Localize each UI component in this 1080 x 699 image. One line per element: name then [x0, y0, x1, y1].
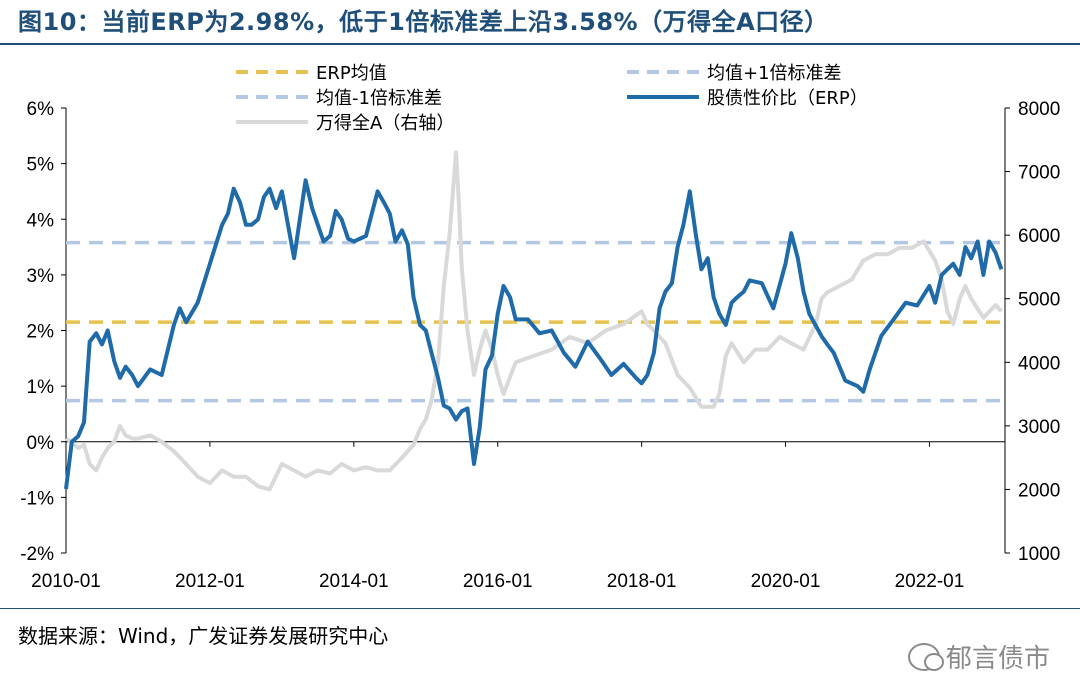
y-left-tick-label: 3% — [27, 266, 55, 287]
chart-title: 图10：当前ERP为2.98%，低于1倍标准差上沿3.58%（万得全A口径） — [18, 8, 829, 36]
erp-chart: -2% -1% 0% 1% 2% 3% 4% 5% 6% 1000 2000 3000 4000 5000… — [20, 63, 1060, 592]
x-tick-label: 2016-01 — [463, 571, 533, 592]
y-left-tick-label: -2% — [20, 544, 54, 565]
y-right-tick-label: 5000 — [1018, 290, 1060, 311]
x-tick-label: 2014-01 — [319, 571, 389, 592]
y-right-tick-label: 2000 — [1018, 480, 1060, 501]
y-left-tick-label: 6% — [27, 99, 55, 120]
y-right-tick-label: 1000 — [1018, 544, 1060, 565]
series-line — [64, 178, 1004, 490]
source-note: 数据来源：Wind，广发证券发展研究中心 — [18, 624, 389, 648]
x-tick-label: 2018-01 — [607, 571, 677, 592]
title-divider — [0, 43, 1080, 45]
y-right-tick-label: 4000 — [1018, 353, 1060, 374]
y-left-tick-label: 2% — [27, 322, 55, 343]
wechat-icon — [907, 642, 944, 671]
x-tick-label: 2012-01 — [175, 571, 245, 592]
y-right-tick-label: 7000 — [1018, 163, 1060, 184]
y-left-tick-label: 0% — [27, 433, 55, 454]
legend-label: ERP均值 — [316, 63, 387, 84]
reference-lines — [66, 240, 1005, 403]
y-left-tick-label: 4% — [27, 210, 55, 231]
series-lines — [64, 150, 1004, 492]
footer-divider — [0, 608, 1080, 609]
y-right-tick-label: 6000 — [1018, 226, 1060, 247]
legend-label: 均值+1倍标准差 — [707, 63, 842, 84]
watermark: 郁言债市 — [907, 638, 1050, 675]
x-tick-label: 2020-01 — [751, 571, 821, 592]
legend-label: 均值-1倍标准差 — [316, 88, 442, 109]
axes: -2% -1% 0% 1% 2% 3% 4% 5% 6% 1000 2000 3000 4000 5000… — [20, 99, 1060, 592]
y-right-tick-label: 8000 — [1018, 99, 1060, 120]
y-left-tick-label: -1% — [20, 488, 54, 509]
x-tick-label: 2010-01 — [31, 571, 101, 592]
watermark-text: 郁言债市 — [945, 644, 1050, 674]
legend-label: 万得全A（右轴） — [316, 113, 454, 134]
x-tick-label: 2022-01 — [895, 571, 965, 592]
y-left-tick-label: 1% — [27, 377, 55, 398]
legend-label: 股债性价比（ERP） — [707, 88, 868, 109]
y-left-tick-label: 5% — [27, 155, 55, 176]
y-right-tick-label: 3000 — [1018, 417, 1060, 438]
